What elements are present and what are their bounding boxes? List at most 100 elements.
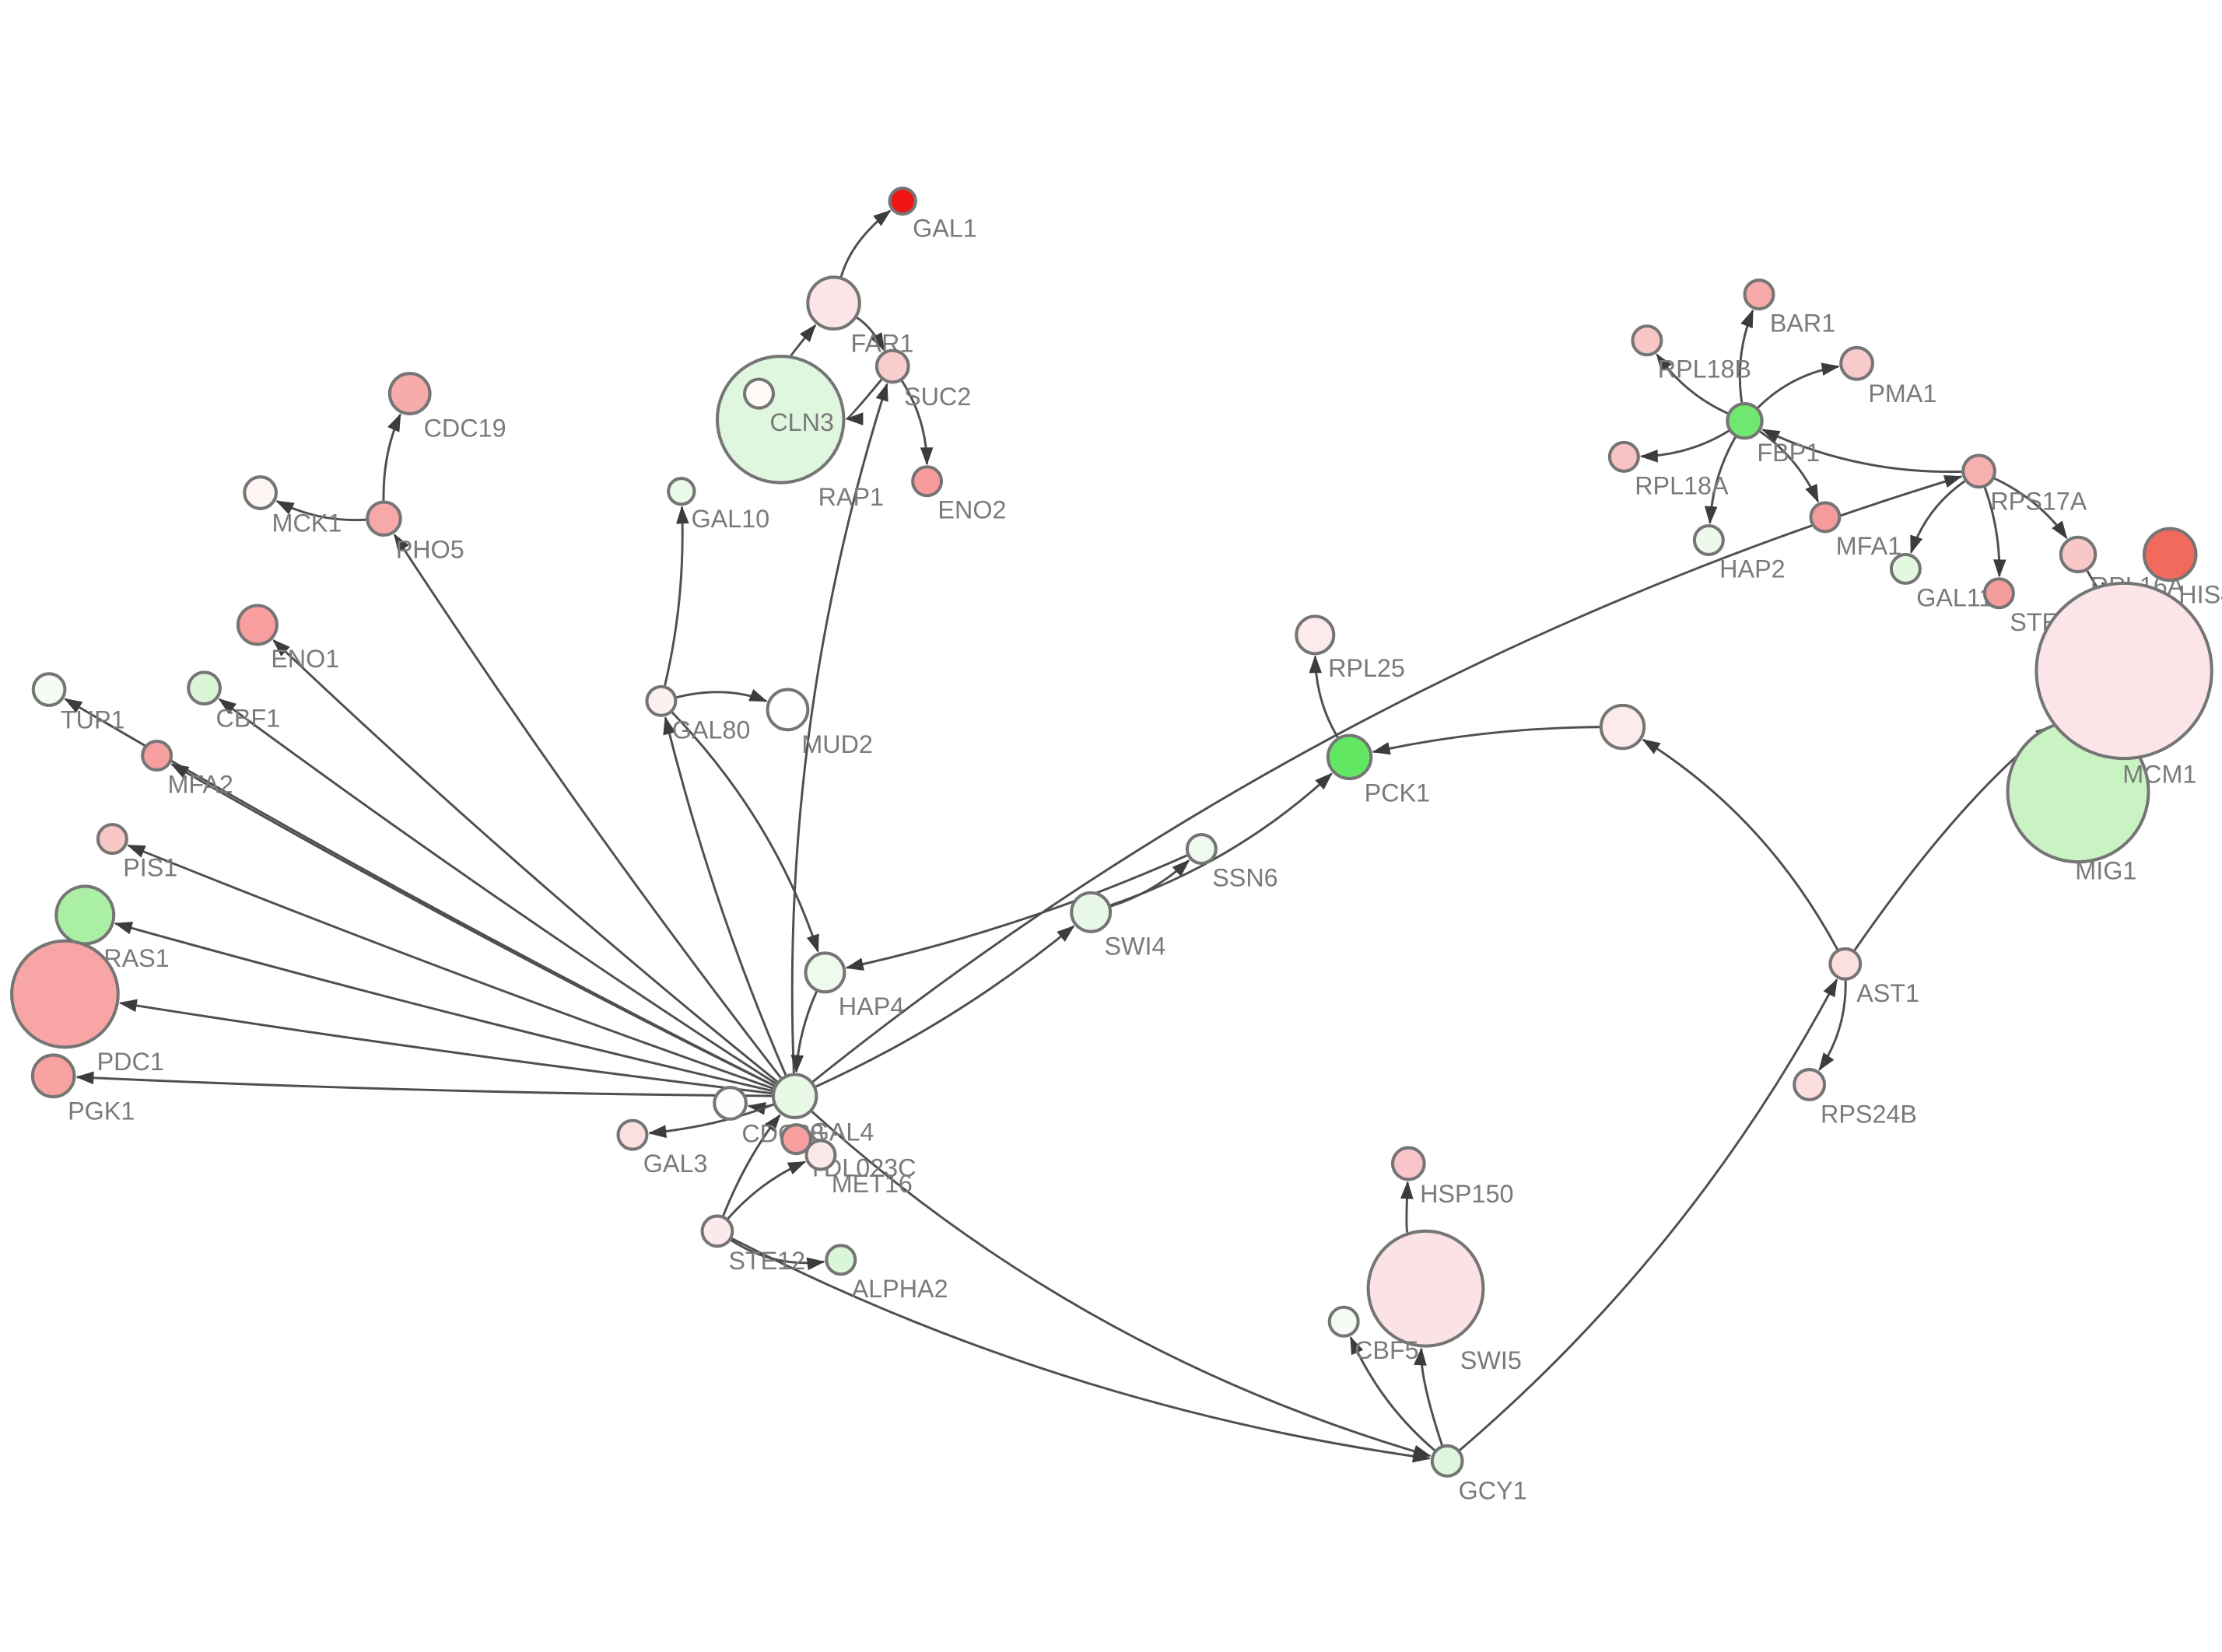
- node-CBF5-circle[interactable]: [1327, 1305, 1360, 1338]
- edge-GCY1-CBF5[interactable]: [1349, 1335, 1435, 1451]
- node-ENO2-circle[interactable]: [911, 465, 944, 498]
- edge-SUC2-ENO2[interactable]: [901, 380, 934, 466]
- edge-RPS17A-RPL16A[interactable]: [1994, 477, 2068, 540]
- edge-GAL4-PGK1[interactable]: [75, 1071, 773, 1097]
- node-GCY1-circle[interactable]: [1430, 1444, 1464, 1478]
- edge-GAL4-SUC2[interactable]: [790, 383, 888, 1073]
- node-RPL18B-circle[interactable]: [1631, 324, 1663, 357]
- node-unlabeled-circle[interactable]: [1599, 703, 1646, 751]
- node-GAL10-circle[interactable]: [667, 477, 696, 506]
- edge-GAL4-MFA2[interactable]: [170, 763, 775, 1087]
- edge-PCK1-RPL25[interactable]: [1309, 655, 1339, 738]
- node-RPL18A[interactable]: RPL18A: [1607, 440, 1729, 499]
- edge-AST1-unlabeled[interactable]: [1642, 738, 1838, 950]
- node-ENO1[interactable]: ENO1: [236, 604, 339, 673]
- node-RPL18A-circle[interactable]: [1607, 440, 1640, 473]
- edge-FAR1-GAL1[interactable]: [839, 209, 892, 278]
- node-RPL25[interactable]: RPL25: [1295, 614, 1405, 682]
- edge-unlabeled-PCK1[interactable]: [1372, 726, 1600, 755]
- node-SSN6-circle[interactable]: [1185, 833, 1218, 866]
- edge-STE12-GCY1[interactable]: [731, 1237, 1432, 1463]
- edge-STE12-MET16[interactable]: [727, 1160, 807, 1220]
- node-RPL25-circle[interactable]: [1295, 614, 1336, 656]
- node-PIS1[interactable]: PIS1: [96, 823, 177, 882]
- node-GAL1-circle[interactable]: [888, 186, 917, 216]
- edge-PHO5-MCK1[interactable]: [275, 500, 366, 522]
- edge-FBP1-HAP2[interactable]: [1704, 436, 1737, 525]
- node-RAS1-circle[interactable]: [54, 884, 116, 946]
- edge-GAL4-ENO1[interactable]: [272, 639, 778, 1083]
- edge-SUC2-RAP1[interactable]: [845, 379, 883, 425]
- edge-GAL4-PDC1[interactable]: [118, 999, 773, 1095]
- node-SUC2-circle[interactable]: [874, 348, 910, 384]
- node-CBF1[interactable]: CBF1: [187, 670, 280, 733]
- node-GAL1[interactable]: GAL1: [888, 186, 977, 243]
- edge-GCY1-SWI5[interactable]: [1414, 1347, 1443, 1446]
- edge-RPS17A-GAL11[interactable]: [1909, 480, 1966, 555]
- node-STE12[interactable]: STE12: [700, 1214, 806, 1275]
- node-BAR1-circle[interactable]: [1743, 278, 1775, 311]
- edge-GAL4-SWI4[interactable]: [815, 925, 1075, 1088]
- node-MUD2-circle[interactable]: [766, 688, 810, 732]
- node-MUD2[interactable]: MUD2: [766, 688, 873, 758]
- edge-FAR1-SUC2[interactable]: [856, 317, 885, 352]
- edge-GAL4-RPS17A[interactable]: [811, 475, 1963, 1083]
- edge-GAL4-CBF1[interactable]: [218, 698, 776, 1085]
- edge-GAL4-GCY1[interactable]: [811, 1111, 1432, 1458]
- edge-GAL4-GAL3[interactable]: [648, 1103, 774, 1139]
- node-CBF5[interactable]: CBF5: [1327, 1305, 1419, 1364]
- node-AST1[interactable]: AST1: [1828, 947, 1919, 1007]
- node-PDC1[interactable]: PDC1: [10, 939, 164, 1076]
- node-CDC19-circle[interactable]: [387, 372, 432, 415]
- node-STE2-circle[interactable]: [1982, 577, 2015, 610]
- node-RPL16A-circle[interactable]: [2059, 535, 2098, 574]
- node-ALPHA2[interactable]: ALPHA2: [825, 1244, 948, 1303]
- node-MET16-circle[interactable]: [804, 1139, 837, 1171]
- edge-AST1-RPS24B[interactable]: [1818, 980, 1847, 1071]
- node-SUC2[interactable]: SUC2: [874, 348, 971, 411]
- node-MCM1[interactable]: MCM1: [2034, 581, 2213, 789]
- node-MET16[interactable]: MET16: [804, 1139, 913, 1198]
- node-RPS24B-circle[interactable]: [1793, 1068, 1827, 1101]
- node-MFA2-circle[interactable]: [141, 739, 173, 772]
- edge-RAP1-FAR1[interactable]: [790, 324, 817, 357]
- node-HAP2[interactable]: HAP2: [1692, 523, 1786, 583]
- node-MCM1-circle[interactable]: [2034, 581, 2213, 761]
- node-PCK1[interactable]: PCK1: [1326, 733, 1430, 807]
- node-GAL11[interactable]: GAL11: [1889, 552, 1993, 611]
- node-GAL80-circle[interactable]: [645, 684, 678, 717]
- node-GCY1[interactable]: GCY1: [1430, 1444, 1527, 1504]
- node-STE12-circle[interactable]: [700, 1214, 734, 1248]
- edge-FBP1-PMA1[interactable]: [1757, 362, 1840, 409]
- node-HSP150-circle[interactable]: [1390, 1146, 1426, 1181]
- node-CLN3-circle[interactable]: [742, 377, 775, 410]
- node-SWI4[interactable]: SWI4: [1070, 891, 1166, 960]
- node-TUP1-circle[interactable]: [31, 672, 67, 707]
- node-GAL3[interactable]: GAL3: [616, 1118, 707, 1178]
- edge-GAL80-MUD2[interactable]: [676, 688, 768, 702]
- node-HIS4[interactable]: HIS4: [2142, 527, 2222, 609]
- edge-HAP4-GAL4[interactable]: [790, 991, 818, 1073]
- node-GAL3-circle[interactable]: [616, 1118, 649, 1151]
- node-HAP2-circle[interactable]: [1692, 523, 1725, 556]
- edge-GAL4-PHO5[interactable]: [393, 534, 782, 1079]
- node-HIS4-circle[interactable]: [2142, 527, 2198, 583]
- node-CDC19[interactable]: CDC19: [387, 372, 506, 442]
- edge-FBP1-RPL18B[interactable]: [1656, 353, 1729, 415]
- edge-GAL80-GAL10[interactable]: [664, 506, 689, 686]
- node-RAS1[interactable]: RAS1: [54, 884, 170, 972]
- edge-SSN6-HAP4[interactable]: [845, 854, 1188, 971]
- edge-SWI4-PCK1[interactable]: [1109, 772, 1333, 907]
- node-YDL023C-circle[interactable]: [780, 1123, 813, 1156]
- node-HAP4-circle[interactable]: [804, 951, 846, 994]
- node-RPL18B[interactable]: RPL18B: [1631, 324, 1751, 383]
- edge-GCY1-AST1[interactable]: [1459, 978, 1838, 1451]
- edge-RPS17A-FBP1[interactable]: [1761, 429, 1962, 474]
- node-GAL10[interactable]: GAL10: [667, 477, 769, 533]
- node-ALPHA2-circle[interactable]: [825, 1244, 857, 1276]
- node-PMA1-circle[interactable]: [1839, 345, 1874, 381]
- node-MFA1[interactable]: MFA1: [1809, 501, 1901, 560]
- node-HAP4[interactable]: HAP4: [804, 951, 905, 1020]
- edge-PHO5-CDC19[interactable]: [382, 413, 401, 501]
